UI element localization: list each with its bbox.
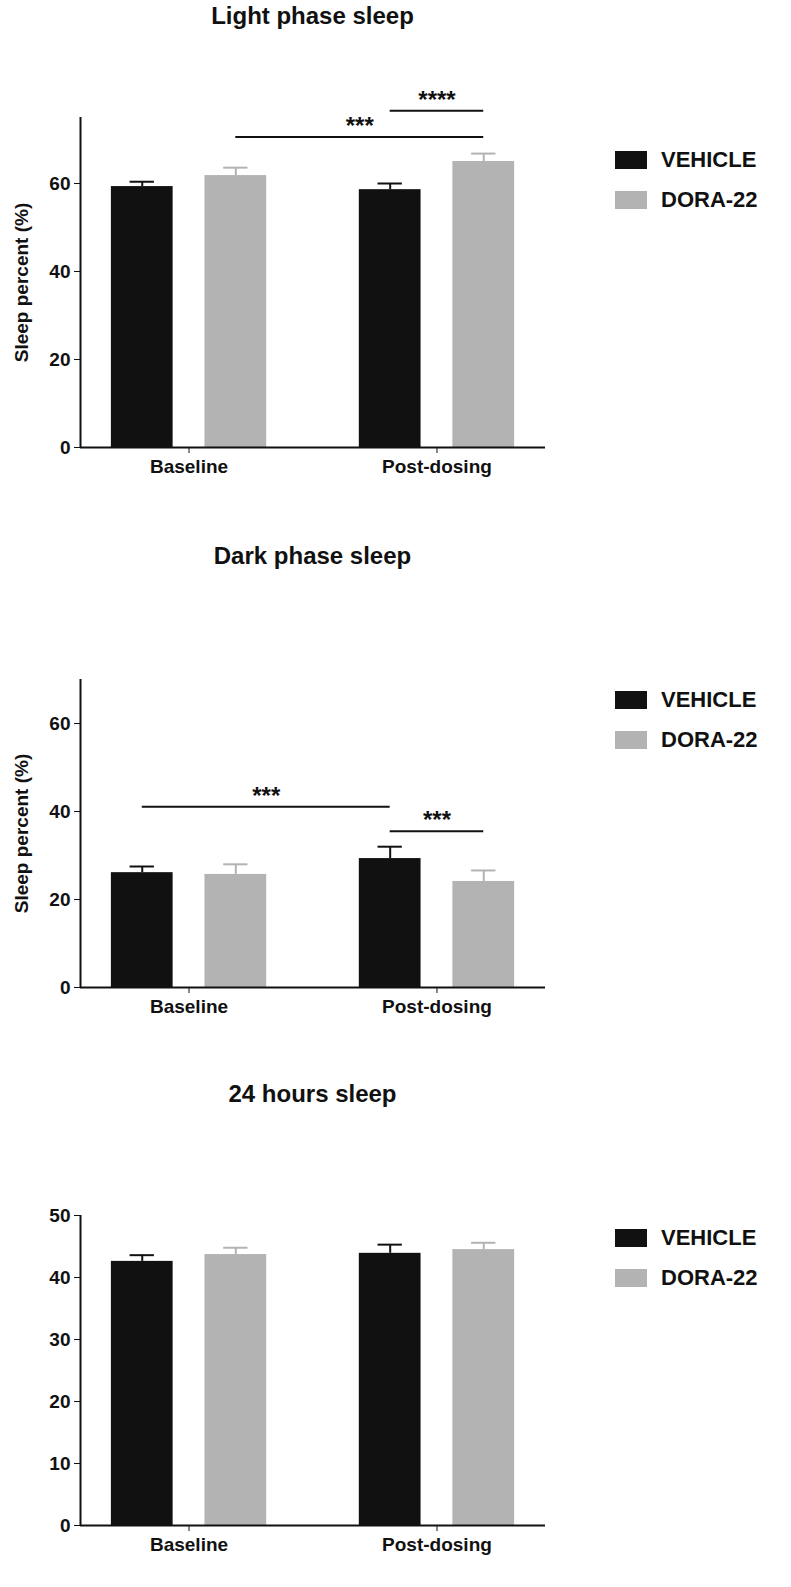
svg-text:0: 0	[60, 977, 71, 998]
svg-text:Post-dosing: Post-dosing	[382, 996, 492, 1017]
svg-text:50: 50	[49, 1205, 70, 1226]
svg-text:40: 40	[49, 261, 70, 282]
svg-text:Baseline: Baseline	[150, 456, 228, 477]
svg-text:****: ****	[418, 86, 456, 113]
html-text:Dark phase sleep: Dark phase sleep	[213, 542, 412, 569]
svg-text:20: 20	[49, 889, 70, 910]
svg-text:***: ***	[252, 782, 281, 809]
svg-text:0: 0	[60, 1515, 71, 1536]
svg-text:60: 60	[49, 713, 70, 734]
svg-text:60: 60	[49, 173, 70, 194]
html-text:VEHICLE: VEHICLE	[661, 1225, 757, 1250]
svg-text:***: ***	[423, 806, 452, 833]
html-text:DORA-22: DORA-22	[661, 727, 758, 752]
svg-text:0: 0	[60, 437, 71, 458]
svg-text:***: ***	[346, 112, 375, 139]
svg-text:20: 20	[49, 349, 70, 370]
svg-text:40: 40	[49, 1267, 70, 1288]
html-text:Light phase sleep: Light phase sleep	[211, 2, 414, 29]
html-text:VEHICLE: VEHICLE	[661, 687, 757, 712]
svg-text:Sleep percent (%): Sleep percent (%)	[11, 203, 32, 362]
svg-text:10: 10	[49, 1453, 70, 1474]
svg-text:20: 20	[49, 1391, 70, 1412]
svg-text:30: 30	[49, 1329, 70, 1350]
svg-text:Post-dosing: Post-dosing	[382, 456, 492, 477]
svg-text:40: 40	[49, 801, 70, 822]
svg-text:Baseline: Baseline	[150, 1534, 228, 1555]
svg-text:Post-dosing: Post-dosing	[382, 1534, 492, 1555]
html-text:24 hours sleep: 24 hours sleep	[228, 1080, 397, 1107]
html-text:VEHICLE: VEHICLE	[661, 147, 757, 172]
html-text:DORA-22: DORA-22	[661, 187, 758, 212]
html-text:DORA-22: DORA-22	[661, 1265, 758, 1290]
svg-text:Sleep percent (%): Sleep percent (%)	[11, 754, 32, 913]
svg-text:Baseline: Baseline	[150, 996, 228, 1017]
